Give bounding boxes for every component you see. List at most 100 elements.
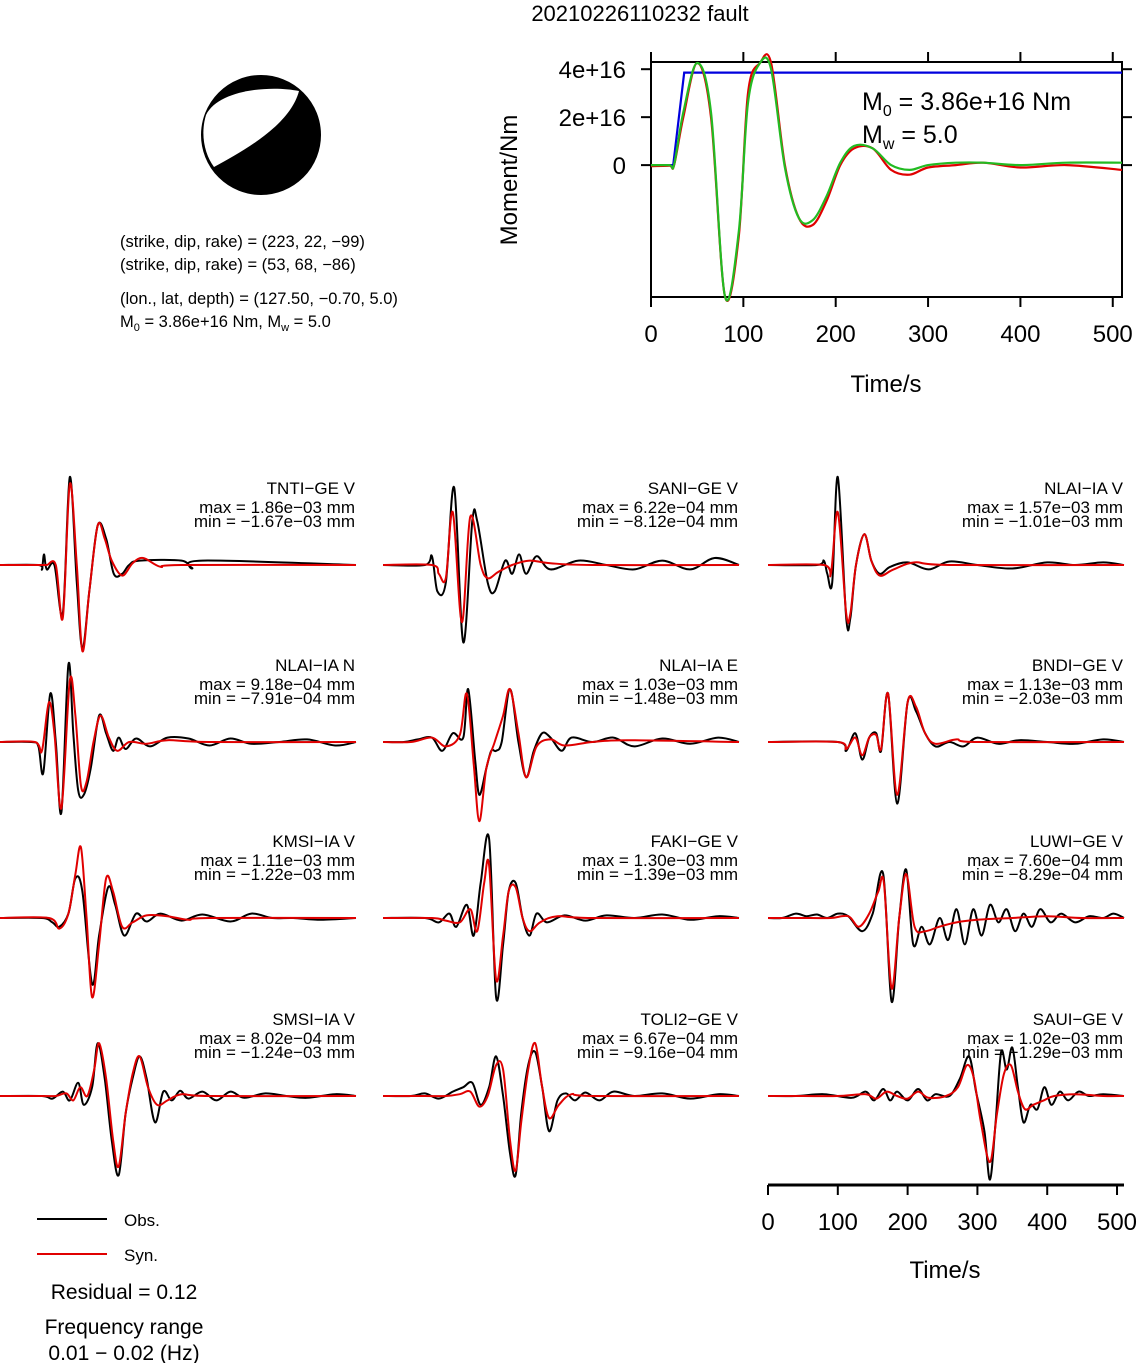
min-amplitude: min = −1.29e−03 mm [962,1043,1123,1062]
synthetic-trace [767,1063,1125,1164]
waveform-xlabel: Time/s [909,1257,980,1284]
synthetic-trace [767,692,1125,796]
station-label: NLAI−IA V [1044,479,1124,498]
synthetic-trace [0,482,357,653]
synthetic-trace [382,688,740,823]
max-amplitude: max = 1.13e−03 mm [967,675,1123,694]
station-label: TNTI−GE V [267,479,356,498]
moment-chart: 0 100 200 300 400 500 0 2e+16 4e+16 M0 = 3.86e+1… [496,52,1133,398]
observed-trace [0,661,357,816]
station-label: NLAI−IA E [659,656,738,675]
moment-ylabel: Moment/Nm [496,115,523,246]
min-amplitude: min = −1.67e−03 mm [194,512,355,531]
beachball-white-quadrant [203,88,299,167]
waveform-xtick-label: 500 [1097,1209,1137,1236]
max-amplitude: max = 6.22e−04 mm [582,498,738,517]
moment-xtick-label: 100 [723,321,763,348]
moment-annotation-mw: Mw = 5.0 [862,121,958,153]
min-amplitude: min = −2.03e−03 mm [962,689,1123,708]
min-amplitude: min = −9.16e−04 mm [577,1043,738,1062]
synthetic-trace [0,675,357,810]
observed-trace [382,1050,740,1178]
max-amplitude: max = 1.02e−03 mm [967,1029,1123,1048]
max-amplitude: max = 1.57e−03 mm [967,498,1123,517]
page-title: 20210226110232 fault [531,1,748,26]
synthetic-trace [768,872,1125,990]
frequency-value: 0.01 − 0.02 (Hz) [48,1342,199,1363]
synthetic-trace [382,1041,740,1173]
waveform-time-axis: Time/s 0 100 200 300 400 500 [761,1183,1137,1284]
observed-trace [767,1046,1125,1181]
observed-trace [0,875,357,986]
station-label: BNDI−GE V [1032,656,1124,675]
station-label: SAUI−GE V [1033,1010,1124,1029]
max-amplitude: max = 6.67e−04 mm [582,1029,738,1048]
synthetic-trace [0,845,357,999]
station-label: SMSI−IA V [272,1010,355,1029]
waveform-xtick-label: 100 [818,1209,858,1236]
min-amplitude: min = −7.91e−04 mm [194,689,355,708]
station-label: TOLI2−GE V [641,1010,739,1029]
moment-xtick-label: 300 [908,321,948,348]
nodal-plane-2: (strike, dip, rake) = (53, 68, −86) [120,256,356,274]
synthetic-trace [0,1042,357,1169]
observed-trace [382,486,740,644]
waveform-xtick-label: 300 [957,1209,997,1236]
max-amplitude: max = 8.02e−04 mm [199,1029,355,1048]
waveform-xtick-label: 400 [1027,1209,1067,1236]
station-label: LUWI−GE V [1030,832,1124,851]
moment-xtick-label: 200 [816,321,856,348]
nodal-plane-1: (strike, dip, rake) = (223, 22, −99) [120,233,365,251]
observed-trace [0,1042,357,1177]
frequency-title: Frequency range [45,1316,204,1339]
legend-obs-label: Obs. [124,1211,160,1230]
max-amplitude: max = 1.86e−03 mm [199,498,355,517]
legend-syn-label: Syn. [124,1246,158,1265]
moment-series-line [650,56,1123,302]
min-amplitude: min = −8.12e−04 mm [577,512,738,531]
legend: Obs. Syn. [37,1211,160,1265]
max-amplitude: max = 1.11e−03 mm [200,851,355,870]
min-amplitude: min = −1.48e−03 mm [577,689,738,708]
synthetic-trace [382,510,740,624]
moment-ytick-label: 4e+16 [559,57,626,84]
residual-text: Residual = 0.12 [51,1281,198,1304]
moment-ytick-label: 0 [613,153,626,180]
min-amplitude: min = −8.29e−04 mm [962,865,1123,884]
max-amplitude: max = 1.30e−03 mm [582,851,738,870]
moment-ytick-label: 2e+16 [559,105,626,132]
min-amplitude: min = −1.22e−03 mm [194,865,355,884]
synthetic-trace [382,858,740,983]
station-label: SANI−GE V [648,479,739,498]
observed-trace [767,692,1125,805]
station-label: KMSI−IA V [272,832,355,851]
source-location: (lon., lat, depth) = (127.50, −0.70, 5.0… [120,290,398,308]
max-amplitude: max = 7.60e−04 mm [967,851,1123,870]
moment-xtick-label: 400 [1000,321,1040,348]
moment-xlabel: Time/s [850,371,921,398]
synthetic-trace [767,511,1125,624]
moment-summary: M0 = 3.86e+16 Nm, Mw = 5.0 [120,313,331,334]
waveform-xtick-label: 200 [888,1209,928,1236]
max-amplitude: max = 1.03e−03 mm [582,675,738,694]
moment-chart-frame [650,61,1123,298]
observed-trace [767,868,1125,1003]
beachball-icon [201,75,321,195]
station-label: FAKI−GE V [651,832,739,851]
waveform-xtick-label: 0 [761,1209,774,1236]
max-amplitude: max = 9.18e−04 mm [199,675,355,694]
moment-xtick-label: 500 [1093,321,1133,348]
station-label: NLAI−IA N [275,656,355,675]
